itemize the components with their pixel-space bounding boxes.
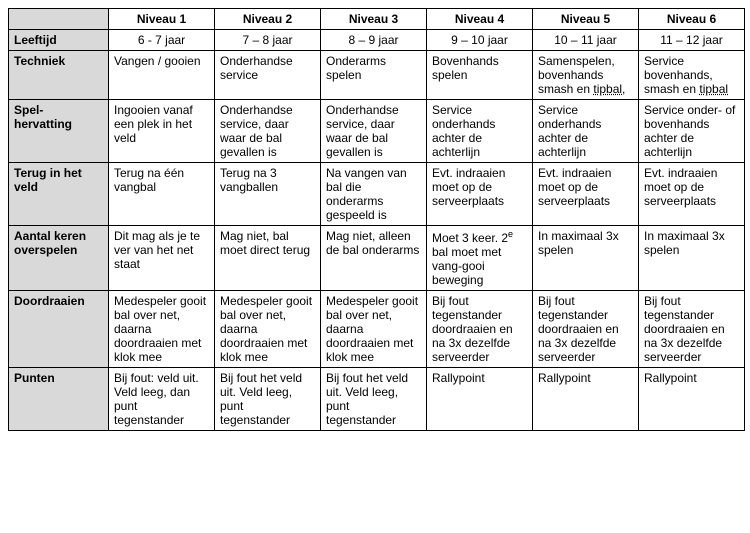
row-spelhervatting: Spel-hervatting Ingooien vanaf een plek … bbox=[9, 100, 745, 163]
row-label-spelhervatting: Spel-hervatting bbox=[9, 100, 109, 163]
cell-terug-5: Evt. indraaien moet op de serveerplaats bbox=[533, 163, 639, 226]
cell-terug-4: Evt. indraaien moet op de serveerplaats bbox=[427, 163, 533, 226]
cell-spel-6: Service onder- of bovenhands achter de a… bbox=[639, 100, 745, 163]
cell-door-1: Medespeler gooit bal over net, daarna do… bbox=[109, 291, 215, 368]
cell-punt-1: Bij fout: veld uit. Veld leeg, dan punt … bbox=[109, 368, 215, 431]
row-label-terug: Terug in het veld bbox=[9, 163, 109, 226]
row-label-spel-a: Spel- bbox=[14, 103, 43, 117]
cell-techniek-5-trail: , bbox=[622, 82, 625, 96]
tipbal-text-5: tipbal bbox=[593, 82, 622, 96]
cell-door-2: Medespeler gooit bal over net, daarna do… bbox=[215, 291, 321, 368]
levels-table: Niveau 1 Niveau 2 Niveau 3 Niveau 4 Nive… bbox=[8, 8, 745, 431]
cell-techniek-6: Service bovenhands, smash en tipbal bbox=[639, 51, 745, 100]
cell-techniek-2: Onderhandse service bbox=[215, 51, 321, 100]
col-head-5: Niveau 5 bbox=[533, 9, 639, 30]
tipbal-text-6: tipbal bbox=[699, 82, 728, 96]
cell-spel-3: Onderhandse service, daar waar de bal ge… bbox=[321, 100, 427, 163]
cell-door-3: Medespeler gooit bal over net, daarna do… bbox=[321, 291, 427, 368]
row-label-spel-b: hervatting bbox=[14, 117, 72, 131]
row-label-punten: Punten bbox=[9, 368, 109, 431]
cell-leeftijd-4: 9 – 10 jaar bbox=[427, 30, 533, 51]
cell-over-4: Moet 3 keer. 2e bal moet met vang-gooi b… bbox=[427, 226, 533, 291]
cell-punt-2: Bij fout het veld uit. Veld leeg, punt t… bbox=[215, 368, 321, 431]
col-head-4: Niveau 4 bbox=[427, 9, 533, 30]
cell-over-3: Mag niet, alleen de bal onderarms bbox=[321, 226, 427, 291]
row-label-techniek: Techniek bbox=[9, 51, 109, 100]
header-row: Niveau 1 Niveau 2 Niveau 3 Niveau 4 Nive… bbox=[9, 9, 745, 30]
cell-over-4-b: bal moet met vang-gooi beweging bbox=[432, 245, 501, 287]
row-label-leeftijd: Leeftijd bbox=[9, 30, 109, 51]
row-doordraaien: Doordraaien Medespeler gooit bal over ne… bbox=[9, 291, 745, 368]
col-head-1: Niveau 1 bbox=[109, 9, 215, 30]
cell-over-5: In maximaal 3x spelen bbox=[533, 226, 639, 291]
cell-terug-6: Evt. indraaien moet op de serveerplaats bbox=[639, 163, 745, 226]
col-head-6: Niveau 6 bbox=[639, 9, 745, 30]
cell-door-6: Bij fout tegenstander doordraaien en na … bbox=[639, 291, 745, 368]
cell-punt-4: Rallypoint bbox=[427, 368, 533, 431]
cell-techniek-1: Vangen / gooien bbox=[109, 51, 215, 100]
cell-leeftijd-6: 11 – 12 jaar bbox=[639, 30, 745, 51]
row-techniek: Techniek Vangen / gooien Onderhandse ser… bbox=[9, 51, 745, 100]
row-label-doordraaien: Doordraaien bbox=[9, 291, 109, 368]
row-leeftijd: Leeftijd 6 - 7 jaar 7 – 8 jaar 8 – 9 jaa… bbox=[9, 30, 745, 51]
cell-leeftijd-3: 8 – 9 jaar bbox=[321, 30, 427, 51]
cell-spel-4: Service onderhands achter de achterlijn bbox=[427, 100, 533, 163]
cell-over-6: In maximaal 3x spelen bbox=[639, 226, 745, 291]
cell-leeftijd-1: 6 - 7 jaar bbox=[109, 30, 215, 51]
cell-terug-3: Na vangen van bal die onderarms gespeeld… bbox=[321, 163, 427, 226]
cell-punt-6: Rallypoint bbox=[639, 368, 745, 431]
cell-spel-5: Service onderhands achter de achterlijn bbox=[533, 100, 639, 163]
cell-door-4: Bij fout tegenstander doordraaien en na … bbox=[427, 291, 533, 368]
cell-over-4-sup: e bbox=[508, 229, 513, 239]
cell-punt-5: Rallypoint bbox=[533, 368, 639, 431]
cell-door-5: Bij fout tegenstander doordraaien en na … bbox=[533, 291, 639, 368]
cell-over-4-a: Moet 3 keer. 2 bbox=[432, 231, 508, 245]
cell-terug-1: Terug na één vangbal bbox=[109, 163, 215, 226]
cell-terug-2: Terug na 3 vangballen bbox=[215, 163, 321, 226]
col-head-2: Niveau 2 bbox=[215, 9, 321, 30]
cell-over-2: Mag niet, bal moet direct terug bbox=[215, 226, 321, 291]
cell-spel-2: Onderhandse service, daar waar de bal ge… bbox=[215, 100, 321, 163]
corner-cell bbox=[9, 9, 109, 30]
cell-techniek-4: Bovenhands spelen bbox=[427, 51, 533, 100]
col-head-3: Niveau 3 bbox=[321, 9, 427, 30]
cell-over-1: Dit mag als je te ver van het net staat bbox=[109, 226, 215, 291]
row-label-overspelen: Aantal keren overspelen bbox=[9, 226, 109, 291]
cell-punt-3: Bij fout het veld uit. Veld leeg, punt t… bbox=[321, 368, 427, 431]
cell-leeftijd-5: 10 – 11 jaar bbox=[533, 30, 639, 51]
row-punten: Punten Bij fout: veld uit. Veld leeg, da… bbox=[9, 368, 745, 431]
row-overspelen: Aantal keren overspelen Dit mag als je t… bbox=[9, 226, 745, 291]
cell-leeftijd-2: 7 – 8 jaar bbox=[215, 30, 321, 51]
cell-spel-1: Ingooien vanaf een plek in het veld bbox=[109, 100, 215, 163]
row-terug: Terug in het veld Terug na één vangbal T… bbox=[9, 163, 745, 226]
cell-techniek-3: Onderarms spelen bbox=[321, 51, 427, 100]
cell-techniek-5: Samenspelen, bovenhands smash en tipbal, bbox=[533, 51, 639, 100]
